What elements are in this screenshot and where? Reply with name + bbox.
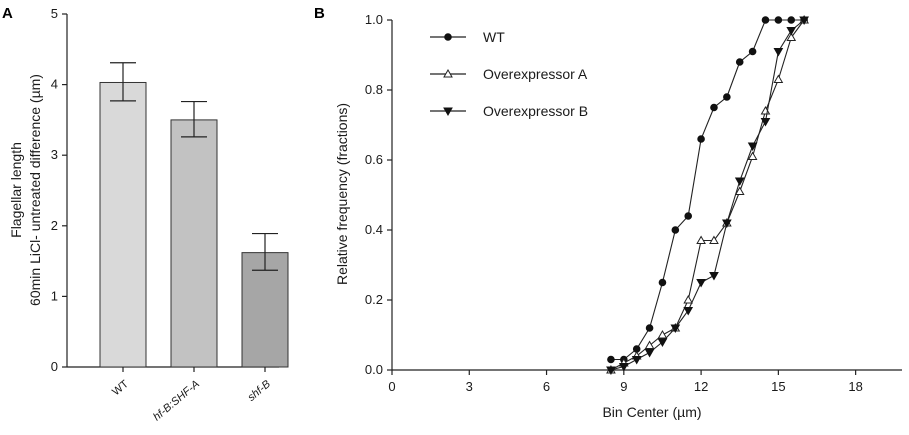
- panel-b-data-point: [671, 226, 680, 234]
- panel-b-data-point: [774, 16, 783, 24]
- panel-b-x-tick-label: 3: [466, 379, 473, 394]
- panel-b-data-point: [747, 142, 758, 152]
- panel-a-x-tick-label: WT: [110, 378, 131, 398]
- panel-a-y-tick-label: 0: [51, 359, 58, 374]
- panel-b-x-tick-label: 15: [771, 379, 785, 394]
- panel-b-x-tick-label: 9: [620, 379, 627, 394]
- panel-b-data-point: [683, 294, 694, 304]
- panel-a-x-tick-label: shf-B: [246, 378, 273, 404]
- panel-b-data-point: [709, 272, 719, 281]
- panel-b-series-line: [610, 19, 805, 371]
- panel-a-y-tick-label: 3: [51, 147, 58, 162]
- panel-b-y-tick-label: 0.4: [365, 222, 383, 237]
- panel-b-y-tick-label: 0.2: [365, 292, 383, 307]
- panel-a-y-tick-label: 4: [51, 77, 58, 92]
- panel-b-label: B: [314, 5, 325, 22]
- legend-marker: [443, 107, 453, 117]
- panel-b-x-tick-label: 0: [388, 379, 395, 394]
- panel-b-y-tick-label: 0.0: [365, 362, 383, 377]
- panel-b-data-point: [786, 27, 797, 36]
- panel-b-data-point: [799, 16, 809, 26]
- panel-b-x-tick-label: 12: [694, 379, 708, 394]
- panel-b-data-point: [773, 48, 784, 57]
- panel-b-data-point: [696, 279, 706, 288]
- panel-b-data-point: [786, 32, 797, 41]
- panel-b-y-tick-label: 0.6: [365, 152, 383, 167]
- panel-b-x-tick-label: 6: [543, 379, 550, 394]
- panel-b-data-point: [658, 278, 667, 287]
- legend-label: Overexpressor B: [483, 103, 588, 119]
- panel-b-data-point: [606, 366, 616, 376]
- legend-marker: [444, 33, 452, 41]
- panel-b-data-point: [697, 135, 705, 143]
- panel-b-data-point: [747, 151, 758, 160]
- panel-b-data-point: [748, 47, 757, 56]
- panel-b-data-point: [760, 118, 771, 127]
- panel-a-bar: [99, 81, 147, 368]
- panel-b-data-point: [735, 58, 744, 66]
- panel-b-data-point: [773, 74, 784, 83]
- panel-a-y-tick-label: 1: [51, 288, 58, 303]
- panel-a-ylabel-line2: 60min LiCl- untreated difference (µm): [27, 74, 43, 306]
- panel-b-data-point: [723, 93, 731, 101]
- panel-b-data-point: [645, 324, 654, 332]
- panel-b-ylabel: Relative frequency (fractions): [334, 103, 350, 285]
- panel-b-data-point: [618, 363, 629, 372]
- panel-a-ylabel-line1: Flagellar length: [8, 142, 24, 238]
- panel-b-data-point: [657, 338, 668, 348]
- panel-a-bar-chart: 0 1 2 3 4 5 WT hf-B:SHF-A shf-B: [51, 6, 289, 423]
- panel-b-line-chart: 0.0 0.2 0.4 0.6 0.8 1.0 0 3 6 9 12 15 18 WT Overexpres…: [365, 12, 902, 394]
- panel-b-data-point: [644, 340, 655, 349]
- panel-b-data-point: [683, 307, 694, 316]
- panel-a-bar: [170, 119, 218, 368]
- legend-label: Overexpressor A: [483, 66, 588, 82]
- panel-b-data-point: [734, 186, 745, 195]
- panel-b-data-point: [761, 16, 770, 24]
- panel-b-data-point: [607, 355, 615, 364]
- panel-b-data-point: [721, 219, 732, 229]
- panel-b-data-point: [709, 235, 719, 244]
- panel-b-series-line: [610, 19, 805, 371]
- panel-b-data-point: [696, 235, 706, 244]
- panel-a-x-tick-label: hf-B:SHF-A: [151, 378, 202, 423]
- legend-marker: [443, 68, 453, 78]
- panel-a-y-tick-label: 2: [51, 218, 58, 233]
- panel-b-data-point: [657, 329, 668, 339]
- panel-b-data-point: [734, 177, 745, 187]
- panel-b-y-tick-label: 0.8: [365, 82, 383, 97]
- panel-b-data-point: [644, 349, 655, 358]
- panel-b-data-point: [684, 212, 693, 220]
- panel-b-data-point: [631, 356, 642, 365]
- panel-a-label: A: [2, 5, 13, 22]
- panel-b-xlabel: Bin Center (µm): [602, 404, 701, 420]
- panel-b-data-point: [670, 324, 681, 334]
- panel-b-series-line: [610, 19, 805, 361]
- panel-a-y-tick-label: 5: [51, 6, 58, 21]
- legend-label: WT: [483, 29, 505, 45]
- panel-b-data-point: [787, 16, 796, 24]
- panel-b-data-point: [710, 103, 718, 112]
- panel-b-y-tick-label: 1.0: [365, 12, 383, 27]
- panel-b-x-tick-label: 18: [848, 379, 862, 394]
